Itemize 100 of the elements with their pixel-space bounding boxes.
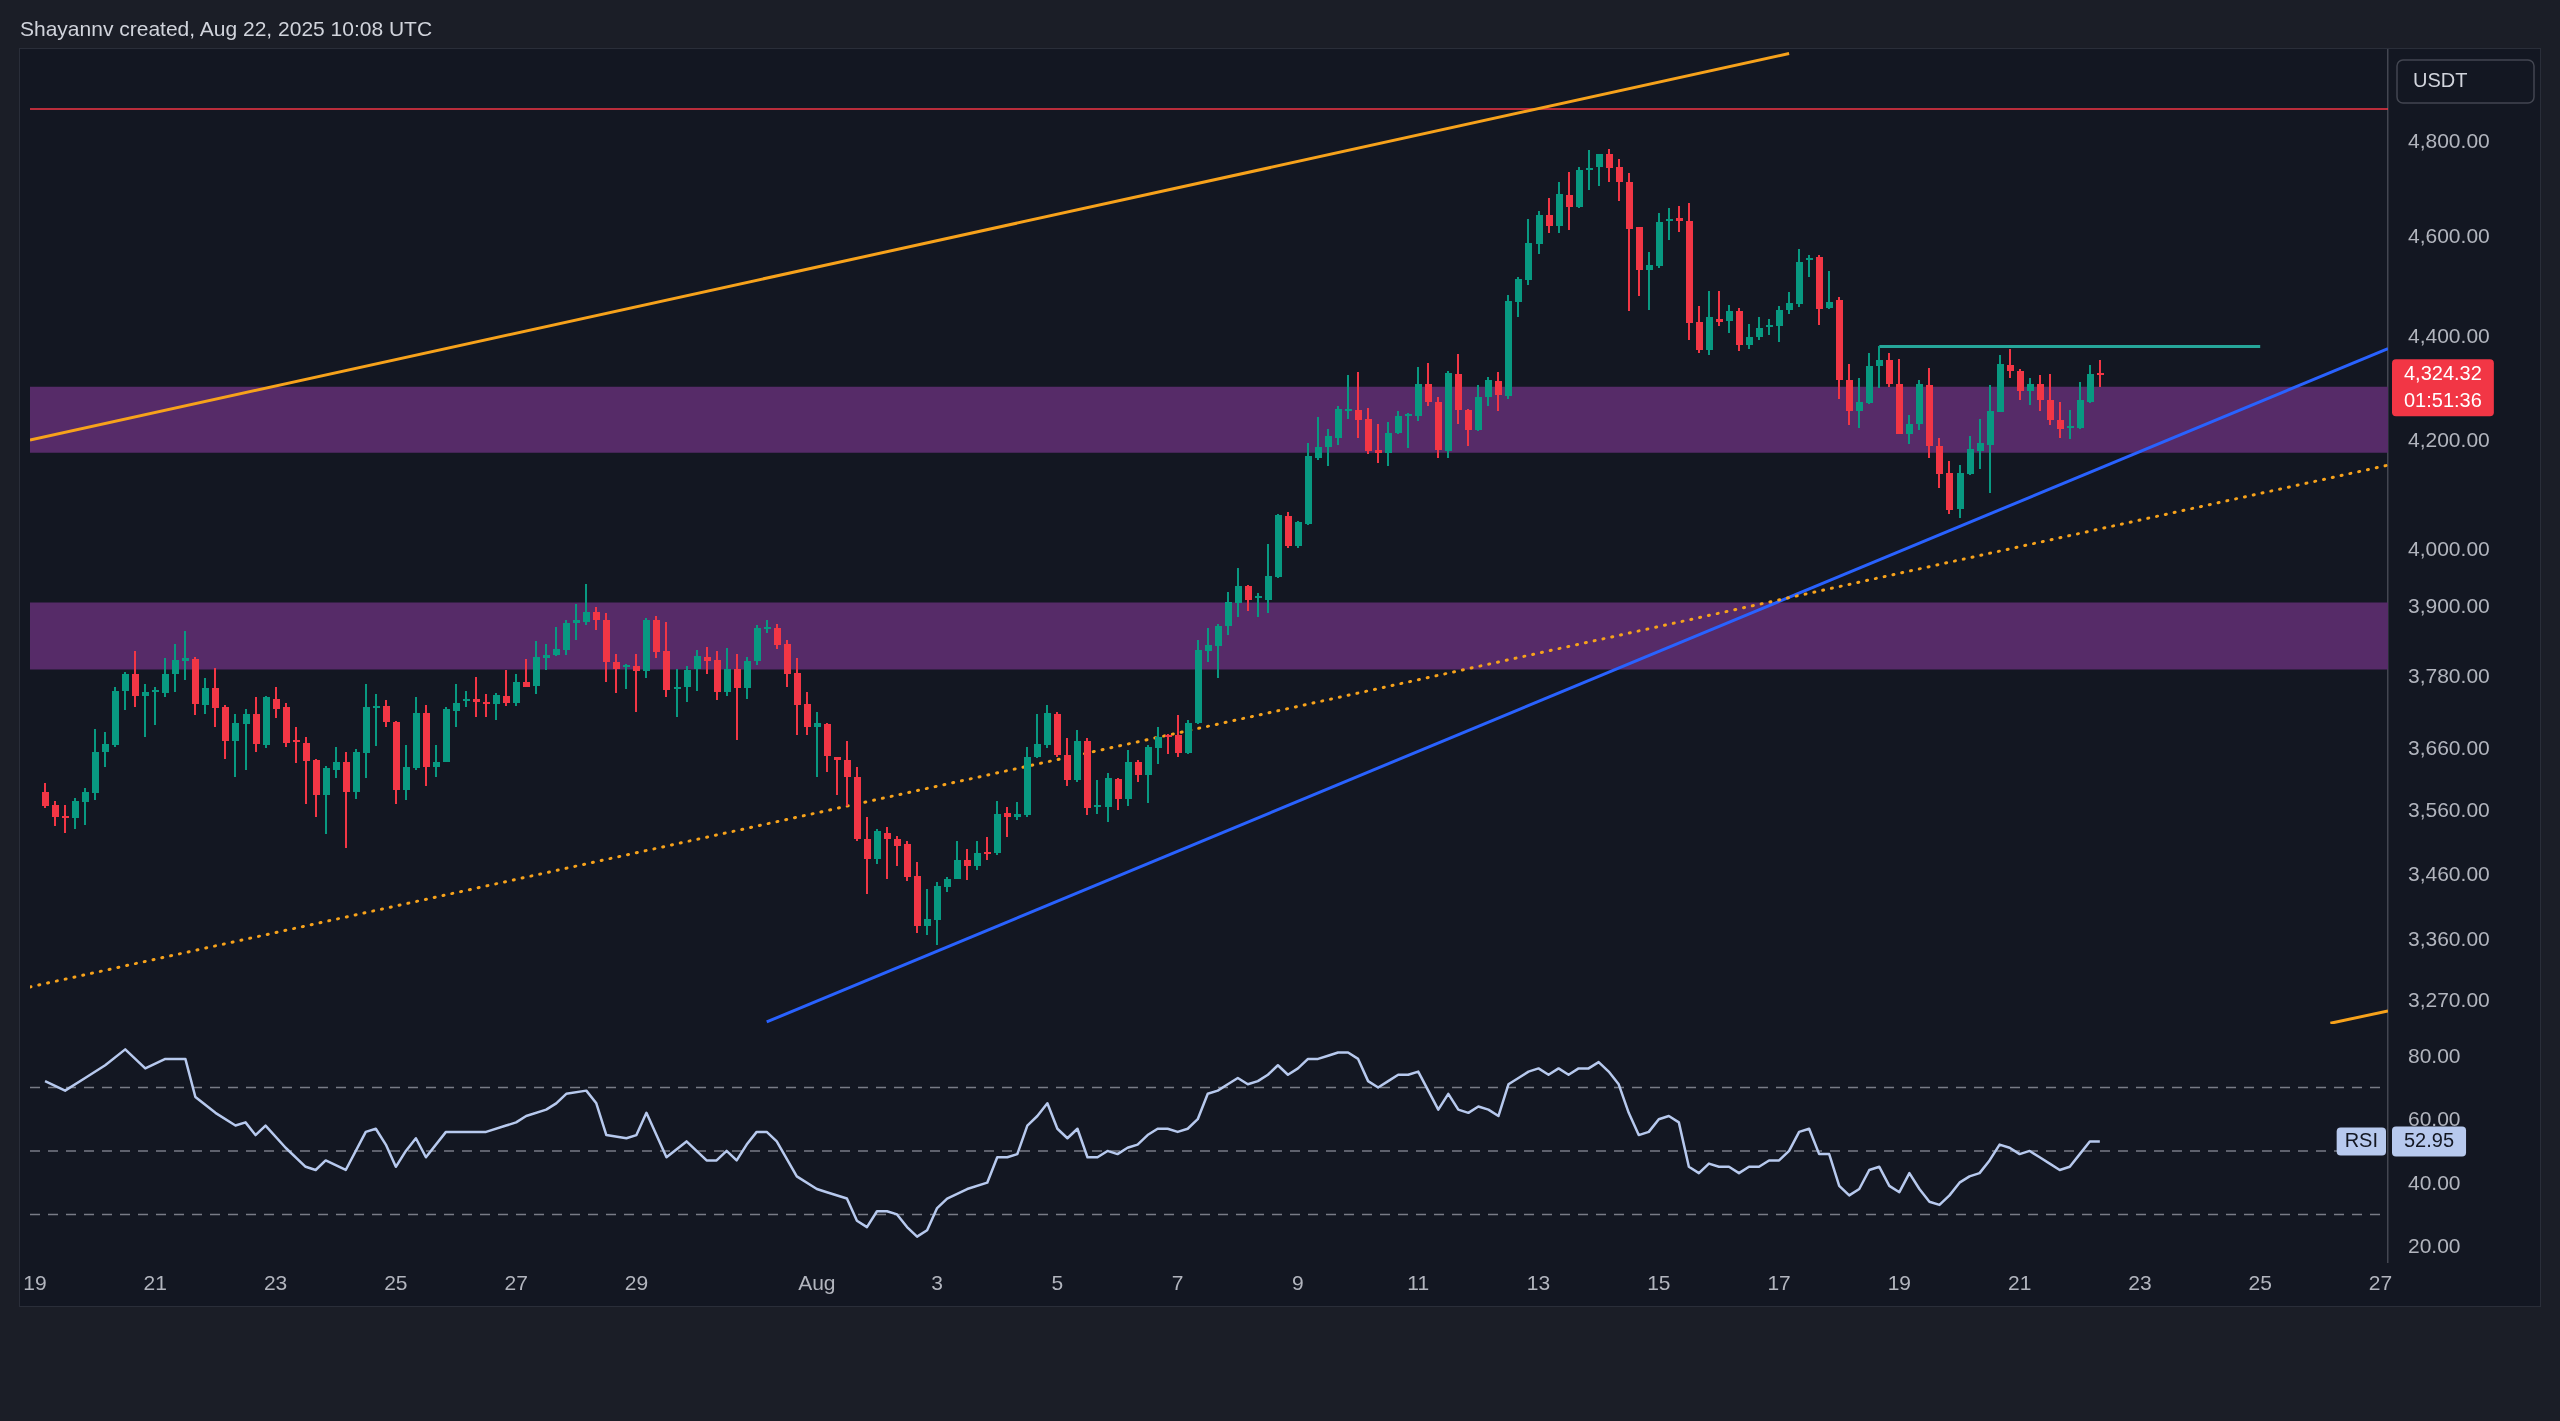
candlestick bbox=[202, 677, 209, 715]
y-tick-label: 60.00 bbox=[2408, 1107, 2461, 1131]
y-tick-label: 3,270.00 bbox=[2408, 988, 2490, 1012]
candlestick bbox=[1616, 158, 1623, 202]
candlestick bbox=[1245, 584, 1252, 612]
candlestick bbox=[82, 787, 89, 826]
candlestick bbox=[1094, 779, 1101, 815]
candlestick bbox=[1606, 148, 1613, 183]
x-tick-label: 27 bbox=[504, 1271, 528, 1295]
candlestick bbox=[403, 744, 410, 801]
candlestick bbox=[523, 658, 530, 688]
candlestick bbox=[243, 708, 250, 771]
candlestick bbox=[814, 711, 821, 778]
candlestick bbox=[483, 693, 490, 718]
candlestick bbox=[2067, 409, 2074, 440]
candlestick bbox=[1977, 418, 1984, 470]
candlestick bbox=[1826, 270, 1833, 310]
x-tick-label: 23 bbox=[2128, 1271, 2152, 1295]
candlestick bbox=[433, 744, 440, 778]
y-tick-label: 3,900.00 bbox=[2408, 593, 2490, 617]
y-axis-title: USDT bbox=[2413, 69, 2468, 92]
candlestick bbox=[2097, 359, 2104, 388]
candlestick bbox=[122, 671, 129, 711]
candlestick bbox=[2057, 401, 2064, 439]
candlestick bbox=[704, 646, 711, 675]
candlestick bbox=[293, 726, 300, 764]
candlestick bbox=[864, 816, 871, 895]
x-tick-label: 11 bbox=[1407, 1271, 1430, 1295]
candlestick bbox=[1225, 591, 1232, 636]
candlestick bbox=[232, 713, 239, 778]
text: 01:51:36 bbox=[2404, 388, 2482, 411]
candlestick bbox=[2037, 374, 2044, 412]
candlestick bbox=[172, 643, 179, 693]
text: 52.95 bbox=[2404, 1128, 2455, 1151]
candlestick bbox=[72, 797, 79, 830]
candlestick bbox=[453, 683, 460, 728]
candlestick bbox=[774, 623, 781, 650]
candlestick bbox=[303, 736, 310, 805]
x-tick-label: 5 bbox=[1051, 1271, 1064, 1295]
y-tick-label: 3,360.00 bbox=[2408, 927, 2490, 951]
candlestick bbox=[1586, 149, 1593, 191]
x-tick-label: 19 bbox=[23, 1271, 47, 1295]
y-tick-label: 4,400.00 bbox=[2408, 323, 2490, 347]
candlestick bbox=[894, 835, 901, 867]
legend-label: RSI bbox=[2344, 1128, 2378, 1151]
candlestick bbox=[884, 826, 891, 880]
candlestick bbox=[333, 746, 340, 779]
candlestick bbox=[1215, 623, 1222, 679]
candlestick bbox=[593, 606, 600, 631]
candlestick bbox=[1546, 197, 1553, 234]
candlestick bbox=[62, 804, 69, 834]
candlestick bbox=[674, 668, 681, 718]
candlestick bbox=[2007, 348, 2014, 379]
candlestick bbox=[734, 653, 741, 741]
candlestick bbox=[1756, 316, 1763, 341]
candlestick bbox=[1135, 759, 1142, 783]
candlestick bbox=[1495, 371, 1502, 412]
candlestick bbox=[1355, 371, 1362, 439]
x-tick-label: 19 bbox=[1887, 1271, 1912, 1295]
y-tick-label: 80.00 bbox=[2408, 1044, 2461, 1068]
candlestick bbox=[1716, 290, 1723, 327]
candlestick bbox=[493, 692, 500, 721]
x-tick-label: 27 bbox=[2368, 1271, 2393, 1295]
candlestick bbox=[1325, 428, 1332, 467]
candlestick bbox=[844, 740, 851, 807]
x-tick-label: 23 bbox=[263, 1271, 288, 1295]
candlestick bbox=[583, 583, 590, 626]
y-tick-label: 4,600.00 bbox=[2408, 224, 2490, 248]
y-tick-label: 3,780.00 bbox=[2408, 663, 2490, 687]
candlestick bbox=[1175, 714, 1182, 758]
y-tick-label: 3,460.00 bbox=[2408, 861, 2490, 885]
candlestick bbox=[924, 888, 931, 936]
candlestick bbox=[984, 836, 991, 861]
candlestick bbox=[1155, 726, 1162, 765]
candlestick bbox=[1295, 520, 1302, 549]
x-tick-label: 3 bbox=[931, 1271, 943, 1295]
candlestick bbox=[1886, 352, 1893, 388]
candlestick bbox=[1726, 304, 1733, 334]
candlestick bbox=[1165, 733, 1172, 755]
candlestick bbox=[152, 686, 159, 726]
candlestick bbox=[373, 693, 380, 747]
candlestick bbox=[52, 800, 59, 827]
candlestick bbox=[1265, 543, 1272, 614]
candlestick bbox=[273, 686, 280, 719]
candlestick bbox=[613, 653, 620, 694]
y-tick-label: 3,660.00 bbox=[2408, 735, 2490, 759]
x-tick-label: 25 bbox=[384, 1271, 408, 1295]
y-tick-label: 4,000.00 bbox=[2408, 536, 2490, 560]
y-tick-label: 4,800.00 bbox=[2408, 128, 2490, 152]
candlestick bbox=[162, 657, 169, 698]
candlestick bbox=[1786, 291, 1793, 315]
y-tick-label: 4,200.00 bbox=[2408, 427, 2490, 451]
candlestick bbox=[1776, 305, 1783, 343]
candlestick bbox=[473, 676, 480, 718]
candlestick bbox=[212, 667, 219, 728]
candlestick bbox=[1385, 421, 1392, 467]
candlestick bbox=[1876, 345, 1883, 389]
candlestick bbox=[573, 603, 580, 641]
candlestick bbox=[1034, 713, 1041, 759]
x-tick-label: Aug bbox=[798, 1271, 836, 1295]
